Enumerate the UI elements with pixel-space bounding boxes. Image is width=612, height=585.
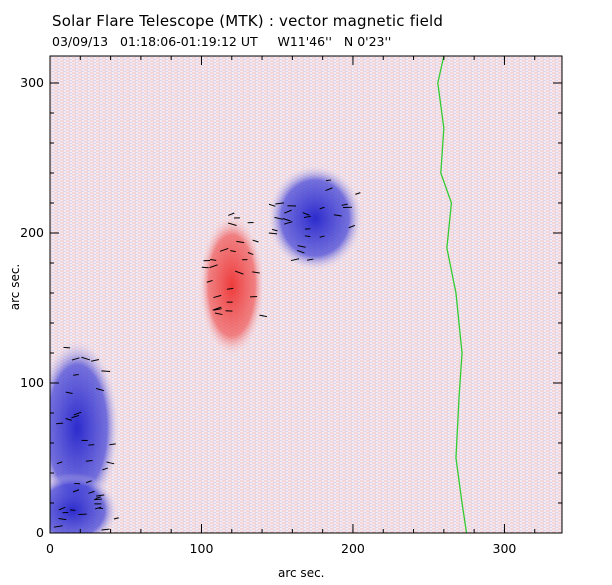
field-vector (56, 461, 63, 465)
field-vector (290, 258, 300, 262)
field-vector (341, 203, 348, 206)
field-vector (275, 202, 285, 205)
field-vector (106, 461, 115, 465)
y-tick-label: 200 (20, 225, 44, 240)
transverse-field-vectors (53, 179, 361, 531)
field-vector (71, 357, 80, 361)
field-vector (53, 525, 63, 528)
field-vector (70, 509, 76, 511)
plot-area: 0 100 200 300 0 100 200 300 (20, 55, 563, 556)
y-tick-label: 300 (20, 75, 44, 90)
field-vector (65, 391, 73, 394)
field-vector (213, 294, 222, 299)
field-vector (212, 306, 222, 311)
field-vector (283, 221, 293, 225)
field-vector (91, 359, 100, 362)
field-vector (307, 258, 314, 261)
negative-polarity-region-2 (50, 338, 120, 518)
field-vector (319, 235, 325, 238)
field-vector (113, 517, 119, 520)
field-vector (85, 480, 92, 484)
field-vector (206, 279, 213, 283)
field-vector (296, 249, 305, 254)
field-vector (259, 314, 267, 318)
field-vector (325, 187, 333, 192)
field-vector (58, 506, 66, 511)
field-vector (268, 203, 276, 207)
field-vector (95, 496, 101, 500)
field-vector (101, 528, 110, 531)
field-vector (209, 264, 218, 269)
field-vector (302, 212, 310, 216)
plot-frame (49, 55, 563, 534)
field-vector (65, 417, 72, 421)
field-vector (252, 271, 260, 274)
x-axis-label: arc sec. (278, 566, 325, 580)
field-vector (109, 443, 116, 446)
field-vector (319, 206, 325, 210)
field-vector (95, 506, 102, 510)
field-vector (348, 224, 356, 229)
chart-title: Solar Flare Telescope (MTK) : vector mag… (52, 12, 444, 30)
field-vector (226, 287, 234, 290)
x-tick-label: 300 (493, 541, 517, 556)
x-tick-label: 0 (46, 541, 54, 556)
x-tick-label: 200 (341, 541, 365, 556)
field-vector (230, 250, 236, 253)
field-vector (56, 422, 64, 425)
field-vector (271, 228, 278, 232)
field-vector (282, 218, 291, 222)
field-vector (210, 259, 217, 261)
field-vector (102, 467, 108, 471)
field-vector (236, 240, 245, 244)
field-vector (219, 247, 229, 252)
field-vector (101, 370, 111, 372)
field-vector (303, 215, 311, 219)
field-vector (234, 270, 244, 275)
x-tick-label: 100 (190, 541, 214, 556)
observation-info: 03/09/13 01:18:06-01:19:12 UT W11'46'' N… (52, 34, 392, 49)
negative-polarity-region-1 (266, 164, 364, 272)
field-vector (85, 459, 93, 462)
field-vector (96, 388, 104, 392)
positive-polarity-region-0 (198, 213, 266, 358)
field-vector (274, 216, 284, 220)
field-vector (227, 222, 237, 226)
field-vector (333, 214, 342, 217)
field-vector (228, 212, 235, 216)
field-vector (355, 192, 361, 195)
field-vector (73, 411, 82, 416)
field-vector (96, 494, 105, 497)
field-vector (247, 252, 254, 256)
field-vector (63, 346, 71, 349)
field-vector (73, 373, 79, 376)
field-vector (214, 312, 223, 316)
magnetogram-background (50, 56, 562, 533)
field-vector (58, 518, 67, 521)
y-tick-label: 100 (20, 375, 44, 390)
field-vector (88, 490, 95, 494)
field-vector (252, 239, 259, 243)
field-vector (81, 356, 91, 361)
y-tick-label: 0 (36, 525, 44, 540)
field-vector (304, 235, 311, 238)
field-vector (325, 179, 332, 182)
polarity-layer (50, 164, 364, 533)
field-vector (72, 489, 80, 493)
field-vector (71, 414, 80, 419)
neutral-line (437, 55, 468, 534)
negative-polarity-region-3 (50, 473, 119, 533)
field-vector (297, 245, 306, 248)
field-vector (268, 232, 278, 235)
field-vector (283, 209, 292, 214)
field-vector (213, 308, 222, 311)
